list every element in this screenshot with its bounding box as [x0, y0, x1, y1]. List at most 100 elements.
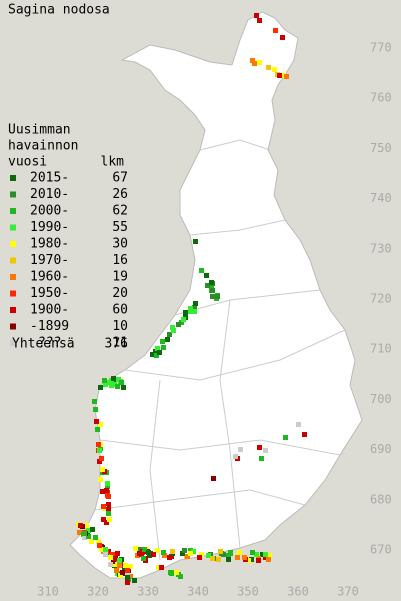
observation-square [106, 502, 111, 507]
y-axis-label: 730 [370, 241, 392, 255]
observation-square [246, 558, 251, 563]
observation-square [192, 305, 197, 310]
observation-square [128, 574, 133, 579]
observation-square [169, 570, 174, 575]
observation-square [128, 564, 133, 569]
observation-square [206, 553, 211, 558]
observation-square [242, 555, 247, 560]
observation-square [205, 283, 210, 288]
observation-square [263, 448, 268, 453]
observation-square [204, 273, 209, 278]
observation-square [125, 580, 130, 585]
observation-square [281, 73, 286, 78]
observation-square [188, 309, 193, 314]
observation-square [170, 325, 175, 330]
observation-square [117, 558, 122, 563]
region-borders [94, 139, 346, 561]
observation-square [228, 550, 233, 555]
observation-square [210, 556, 215, 561]
legend-count: 10 [112, 319, 128, 334]
legend-label: 1980- [30, 237, 69, 252]
observation-square [150, 352, 155, 357]
observation-square [151, 552, 156, 557]
legend-heading: Uusimman [8, 123, 71, 138]
observation-square [82, 535, 87, 540]
observation-square [193, 239, 198, 244]
legend-swatch [10, 224, 16, 231]
observation-square [139, 552, 144, 557]
observation-square [137, 547, 142, 552]
observation-square [103, 382, 108, 387]
legend-count-heading: lkm [101, 155, 125, 170]
observation-square [104, 488, 109, 493]
observation-square [115, 384, 120, 389]
observation-square [283, 435, 288, 440]
observation-square [302, 432, 307, 437]
observation-square [97, 459, 102, 464]
observation-square [257, 60, 262, 65]
observation-square [191, 549, 196, 554]
observation-square [98, 477, 103, 482]
observation-square [89, 539, 94, 544]
observation-square [103, 547, 108, 552]
y-axis-label: 770 [370, 41, 392, 55]
observation-square [110, 552, 115, 557]
observation-square [174, 570, 179, 575]
observation-square [105, 481, 110, 486]
legend-label: 2015- [30, 171, 69, 186]
legend-swatch [10, 208, 16, 214]
y-axis-label: 720 [370, 292, 392, 306]
observation-square [111, 562, 116, 567]
observation-square [180, 551, 185, 556]
observation-square [101, 517, 106, 522]
observation-square [254, 13, 259, 18]
legend-label: 2010- [30, 187, 69, 202]
observation-square [199, 268, 204, 273]
y-axis-label: 710 [370, 342, 392, 356]
observation-square [257, 445, 262, 450]
observation-square [249, 557, 254, 562]
observation-square [170, 549, 175, 554]
observation-square [259, 456, 264, 461]
observation-square [215, 294, 220, 299]
observation-square [266, 557, 271, 562]
observation-square [90, 527, 95, 532]
x-axis-label: 370 [337, 585, 359, 599]
observation-square [93, 407, 98, 412]
observation-square [120, 570, 125, 575]
observation-square [115, 551, 120, 556]
observation-square [105, 493, 110, 498]
observation-square [235, 555, 240, 560]
observation-square [112, 556, 117, 561]
observation-square [95, 427, 100, 432]
observation-square [176, 322, 181, 327]
legend-heading: havainnon [8, 139, 78, 154]
legend-swatch [10, 307, 16, 313]
observation-square [273, 28, 278, 33]
observation-square [108, 555, 113, 560]
legend-label: 1990- [30, 220, 69, 235]
observation-square [210, 288, 215, 293]
observation-square [99, 547, 104, 552]
x-axis-label: 350 [237, 585, 259, 599]
observation-square [146, 550, 151, 555]
y-axis-label: 750 [370, 141, 392, 155]
legend-count: 19 [112, 270, 128, 285]
observation-square [171, 328, 176, 333]
legend-label: 1970- [30, 253, 69, 268]
y-axis-label: 670 [370, 543, 392, 557]
legend-label: 2000- [30, 204, 69, 219]
observation-square [114, 568, 119, 573]
observation-square [121, 385, 126, 390]
observation-square [141, 556, 146, 561]
y-axis-label: 690 [370, 442, 392, 456]
observation-square [226, 553, 231, 558]
observation-square [155, 346, 160, 351]
legend-swatch [10, 274, 16, 280]
x-axis-label: 320 [87, 585, 109, 599]
observation-square [284, 74, 289, 79]
observation-square [257, 18, 262, 23]
observation-square [254, 552, 259, 557]
observation-square [160, 339, 165, 344]
